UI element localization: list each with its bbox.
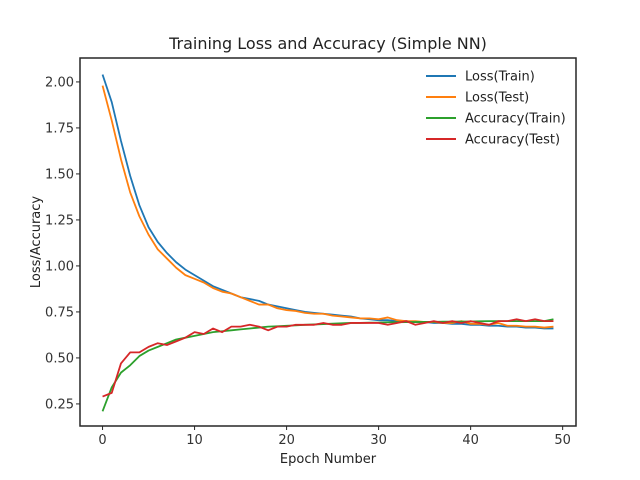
y-tick-label: 0.25	[45, 397, 74, 412]
x-tick-label: 10	[186, 433, 203, 448]
y-axis: 0.25 0.50 0.75 1.00 1.25 1.50 1.75 2.00	[45, 75, 80, 412]
y-tick-label: 0.50	[45, 351, 74, 366]
x-tick-label: 20	[278, 433, 295, 448]
series-line-loss-test	[101, 85, 554, 329]
x-tick-label: 0	[98, 433, 106, 448]
plot-area	[80, 58, 576, 426]
series-line-accuracy-test	[102, 318, 554, 398]
x-tick-label: 50	[554, 433, 571, 448]
legend-label-accuracy-test: Accuracy(Test)	[465, 133, 560, 148]
x-axis: 0 10 20 30 40 50	[98, 426, 571, 448]
legend-label-loss-train: Loss(Train)	[465, 70, 535, 85]
y-tick-label: 1.50	[45, 167, 74, 182]
y-tick-label: 0.75	[45, 305, 74, 320]
legend-label-loss-test: Loss(Test)	[465, 91, 529, 106]
x-tick-label: 40	[462, 433, 479, 448]
y-tick-label: 2.00	[45, 75, 74, 90]
legend-label-accuracy-train: Accuracy(Train)	[465, 112, 566, 127]
plot-frame	[79, 57, 577, 427]
x-axis-label: Epoch Number	[280, 452, 377, 467]
y-tick-label: 1.75	[45, 121, 74, 136]
y-tick-label: 1.00	[45, 259, 74, 274]
x-tick-label: 30	[370, 433, 387, 448]
y-tick-label: 1.25	[45, 213, 74, 228]
chart-title: Training Loss and Accuracy (Simple NN)	[168, 34, 487, 53]
legend: Loss(Train) Loss(Test) Accuracy(Train) Accu…	[426, 70, 566, 148]
series-layer	[101, 74, 554, 412]
y-axis-label: Loss/Accuracy	[29, 196, 44, 289]
